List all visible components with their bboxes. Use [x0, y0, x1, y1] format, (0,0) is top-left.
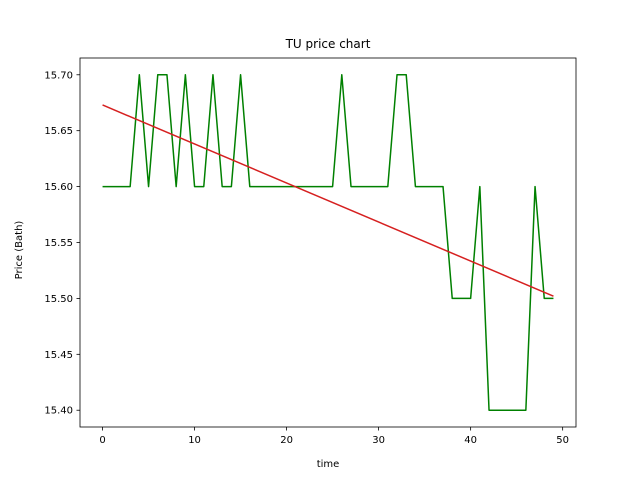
y-axis-label: Price (Bath) [14, 221, 25, 280]
y-tick-label: 15.55 [44, 238, 73, 249]
price-line [102, 74, 554, 411]
y-axis: 15.40 15.45 15.50 15.55 15.60 15.65 15.70 [44, 70, 80, 417]
x-axis-label: time [317, 459, 340, 470]
y-tick-label: 15.50 [44, 294, 73, 305]
x-axis: 0 10 20 30 40 50 [99, 427, 569, 446]
x-tick-label: 50 [556, 435, 569, 446]
y-tick-label: 15.60 [44, 182, 73, 193]
y-tick-label: 15.45 [44, 350, 73, 361]
plot-frame [79, 57, 577, 428]
y-tick-label: 15.65 [44, 126, 73, 137]
x-tick-label: 30 [372, 435, 385, 446]
trend-line [102, 104, 554, 297]
x-tick-label: 40 [464, 435, 477, 446]
y-tick-label: 15.70 [44, 70, 73, 81]
x-tick-label: 10 [188, 435, 201, 446]
y-tick-label: 15.40 [44, 406, 73, 417]
chart-title: TU price chart [285, 37, 371, 51]
plot-area [102, 74, 554, 411]
x-tick-label: 20 [280, 435, 293, 446]
x-tick-label: 0 [99, 435, 105, 446]
